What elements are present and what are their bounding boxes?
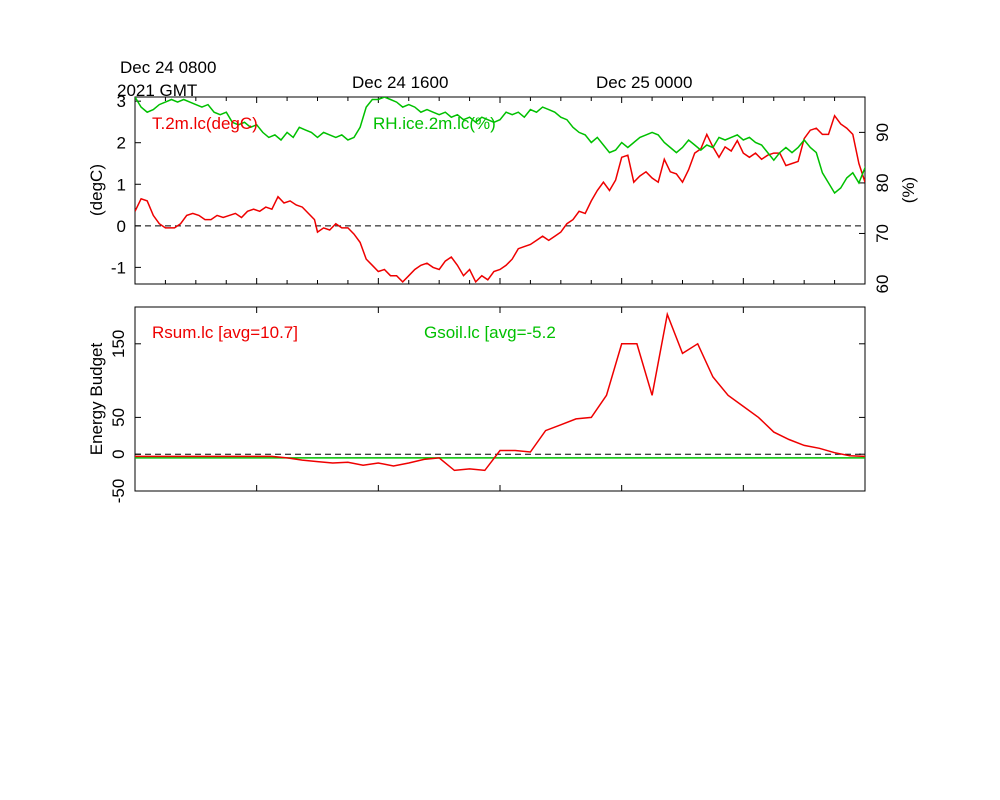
- y-tick-label-right: 60: [873, 275, 892, 294]
- panel-temperature-rh: -1 0 1 2 3 60 70 80 90 T.2m.lc(degC) RH.ice.2m.…: [87, 92, 918, 294]
- y-tick-label: 0: [109, 449, 128, 458]
- series-label-rh-ice: RH.ice.2m.lc(%): [373, 114, 496, 133]
- y-tick-label-right: 70: [873, 224, 892, 243]
- time-label-mid1: Dec 24 1600: [352, 73, 448, 92]
- y-tick-label: 50: [109, 408, 128, 427]
- series-line-temperature: [135, 114, 865, 284]
- y-tick-label-left: 2: [117, 134, 126, 153]
- y-tick-label-left: -1: [111, 258, 126, 277]
- series-line-rh-ice: [135, 97, 865, 195]
- panel-2-y-ticks: -50 0 50 150: [109, 330, 865, 504]
- y-axis-label-right: (%): [899, 177, 918, 203]
- y-axis-label-energy: Energy Budget: [87, 342, 106, 455]
- time-label-start-line2: 2021 GMT: [117, 81, 197, 100]
- y-tick-label-left: 0: [117, 217, 126, 236]
- y-axis-label-left: (degC): [87, 164, 106, 216]
- y-tick-label: 150: [109, 330, 128, 358]
- panel-energy-budget: -50 0 50 150 Rsum.lc [avg=10.7] Gsoil.lc [a…: [87, 306, 866, 504]
- y-tick-label-right: 90: [873, 123, 892, 142]
- time-labels: Dec 24 0800 2021 GMT Dec 24 1600 Dec 25 …: [117, 58, 692, 100]
- panel-2-x-ticks: [256, 307, 744, 491]
- y-tick-label-left: 1: [117, 175, 126, 194]
- series-label-temperature: T.2m.lc(degC): [152, 114, 258, 133]
- y-tick-label-left: 3: [117, 92, 126, 111]
- panel-1-y-ticks-right: 60 70 80 90: [859, 123, 892, 294]
- series-label-rsum: Rsum.lc [avg=10.7]: [152, 323, 298, 342]
- time-label-start-line1: Dec 24 0800: [120, 58, 216, 77]
- series-label-gsoil: Gsoil.lc [avg=-5.2: [424, 323, 556, 342]
- time-label-mid2: Dec 25 0000: [596, 73, 692, 92]
- panel-1-y-ticks-left: -1 0 1 2 3: [111, 92, 141, 277]
- y-tick-label: -50: [109, 479, 128, 504]
- y-tick-label-right: 80: [873, 173, 892, 192]
- panel-1-x-ticks: [164, 97, 836, 284]
- series-line-rsum: [135, 311, 865, 472]
